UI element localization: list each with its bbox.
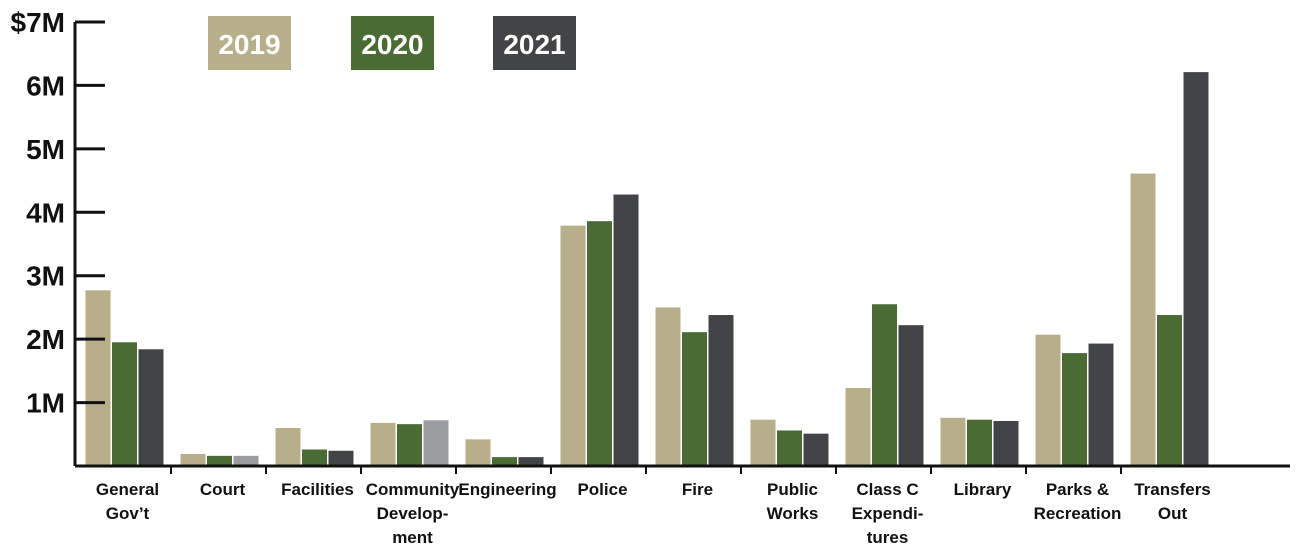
y-tick-label-7: $7M <box>11 7 65 38</box>
bar-2019-cat-7 <box>750 419 776 466</box>
bar-2020-cat-7 <box>777 430 802 466</box>
bar-2021-cat-10 <box>1088 343 1114 466</box>
category-label-2-line-0: Facilities <box>281 480 354 499</box>
bar-2019-cat-4 <box>465 439 491 466</box>
y-tick-label-6: 6M <box>26 70 65 101</box>
category-label-5-line-0: Police <box>577 480 627 499</box>
category-label-4-line-0: Engineering <box>458 480 556 499</box>
category-label-6-line-0: Fire <box>682 480 713 499</box>
bar-2019-cat-3 <box>370 422 396 466</box>
category-label-0-line-0: General <box>96 480 159 499</box>
bar-2019-cat-6 <box>655 307 681 466</box>
bar-2020-cat-9 <box>967 419 992 466</box>
bar-2019-cat-8 <box>845 387 871 466</box>
y-tick-label-5: 5M <box>26 134 65 165</box>
bar-2020-cat-10 <box>1062 353 1087 466</box>
chart-legend: 2019 2020 2021 <box>208 16 576 70</box>
y-tick-label-4: 4M <box>26 197 65 228</box>
bar-2021-cat-6 <box>708 315 734 466</box>
bar-2021-cat-0 <box>138 349 164 466</box>
category-label-1-line-0: Court <box>200 480 246 499</box>
bar-2019-cat-5 <box>560 225 586 466</box>
category-label-7-line-0: Public <box>767 480 818 499</box>
chart-axes <box>73 20 1290 474</box>
x-axis-category-labels: General Gov’t Court Facilities Community Deve… <box>96 480 1211 547</box>
legend-swatch-2021 <box>493 16 576 70</box>
legend-label-2021: 2021 <box>503 29 565 60</box>
bar-2019-cat-9 <box>940 417 966 466</box>
bar-2019-cat-2 <box>275 427 301 466</box>
bar-2021-cat-11 <box>1183 72 1209 467</box>
bar-2021-cat-2 <box>328 450 354 466</box>
bar-2020-cat-0 <box>112 342 137 466</box>
category-label-3-line-0: Community <box>366 480 460 499</box>
category-label-7-line-1: Works <box>767 504 819 523</box>
category-label-3-line-1: Develop- <box>377 504 449 523</box>
y-tick-label-2: 2M <box>26 324 65 355</box>
category-label-8-line-1: Expendi- <box>852 504 924 523</box>
bar-2021-cat-1 <box>233 455 259 466</box>
bar-2021-cat-8 <box>898 325 924 466</box>
category-label-11-line-1: Out <box>1158 504 1188 523</box>
category-label-10-line-0: Parks & <box>1046 480 1109 499</box>
category-label-8-line-2: tures <box>867 528 909 547</box>
bar-2019-cat-0 <box>85 290 111 466</box>
bar-marks <box>85 72 1209 467</box>
bar-2021-cat-4 <box>518 457 544 466</box>
bar-2020-cat-11 <box>1157 315 1182 466</box>
bar-2019-cat-11 <box>1130 173 1156 466</box>
bar-2019-cat-1 <box>180 453 206 466</box>
bar-2020-cat-3 <box>397 424 422 466</box>
category-label-0-line-1: Gov’t <box>106 504 150 523</box>
legend-label-2020: 2020 <box>361 29 423 60</box>
bar-2020-cat-2 <box>302 449 327 466</box>
bar-2020-cat-5 <box>587 221 612 466</box>
bar-2021-cat-3 <box>423 420 449 466</box>
y-tick-label-1: 1M <box>26 388 65 419</box>
bar-2019-cat-10 <box>1035 334 1061 466</box>
category-label-9-line-0: Library <box>954 480 1012 499</box>
category-label-10-line-1: Recreation <box>1034 504 1122 523</box>
y-tick-label-3: 3M <box>26 261 65 292</box>
bar-2020-cat-6 <box>682 332 707 466</box>
bar-2020-cat-4 <box>492 457 517 466</box>
category-label-3-line-2: ment <box>392 528 433 547</box>
category-label-11-line-0: Transfers <box>1134 480 1211 499</box>
bar-2021-cat-5 <box>613 194 639 466</box>
bar-2021-cat-7 <box>803 433 829 466</box>
bar-2020-cat-1 <box>207 455 232 466</box>
category-label-8-line-0: Class C <box>856 480 918 499</box>
legend-swatch-2019 <box>208 16 291 70</box>
bar-2020-cat-8 <box>872 304 897 466</box>
y-axis-tick-labels: 1M 2M 3M 4M 5M 6M $7M <box>11 7 65 419</box>
legend-swatch-2020 <box>351 16 434 70</box>
legend-label-2019: 2019 <box>218 29 280 60</box>
bar-2021-cat-9 <box>993 420 1019 466</box>
